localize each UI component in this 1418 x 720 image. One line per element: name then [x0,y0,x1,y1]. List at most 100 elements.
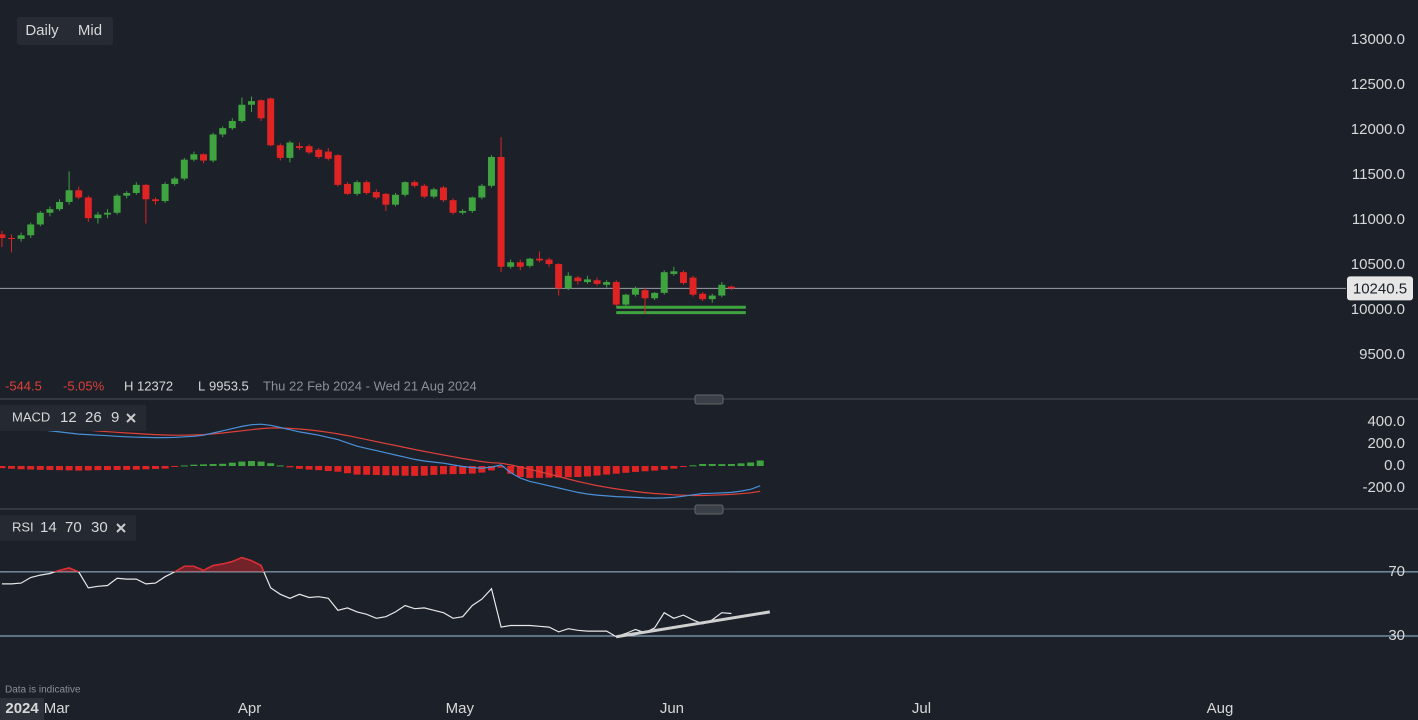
candle-body [171,178,179,184]
candle-body [583,279,591,283]
y-tick-label: 11500.0 [1352,166,1405,183]
low: 9953.5 [209,378,249,393]
histogram-bar [123,465,131,470]
histogram-bar [411,465,419,476]
candle-body [651,292,659,299]
candle-body [199,154,207,161]
candle-body [94,214,102,219]
trendline [616,610,771,639]
histogram-bar [199,464,207,466]
candle-body [123,192,131,196]
resize-handle[interactable] [694,504,724,515]
histogram-bar [353,465,361,475]
high: 12372 [137,378,173,393]
candle-body [574,277,582,282]
candle-body [324,151,332,159]
y-tick-label: 200.0 [1367,435,1405,452]
candle-body [507,262,515,267]
histogram-bar [286,465,294,468]
candle-body [430,189,438,197]
footnote: Data is indicative [5,685,81,696]
x-tick-label: Jul [912,700,931,717]
histogram-bar [507,465,515,474]
histogram-bar [305,465,313,470]
histogram-bar [334,465,342,472]
close-icon[interactable] [126,413,136,423]
histogram-bar [27,465,35,470]
candle-body [372,192,380,198]
y-tick-label: 9500.0 [1359,346,1405,363]
candle-body [516,262,524,267]
candle-body [286,142,294,158]
histogram-bar [295,465,303,469]
histogram-bar [737,463,745,466]
overbought-fill [1,557,732,572]
histogram-bar [497,465,505,468]
histogram-bar [478,465,486,473]
histogram-bar [420,465,428,476]
resize-handle[interactable] [694,394,724,405]
candle-body [247,101,255,105]
histogram-bar [708,464,716,466]
button[interactable]: Mid [78,22,102,39]
candle-body [382,193,390,205]
histogram-bar [631,465,639,472]
histogram-bar [219,463,227,466]
y-tick-label: 11000.0 [1352,211,1405,228]
candle-body [439,187,447,201]
candle-body [334,155,342,185]
y-tick-label: 10000.0 [1351,301,1405,318]
histogram-bar [401,465,409,476]
histogram-bar [94,465,102,471]
histogram-bar [430,465,438,475]
close-icon[interactable] [116,523,126,533]
y-tick-label: -200.0 [1362,479,1405,496]
low-label: L [198,378,205,393]
indicator-name: RSI [12,519,34,534]
histogram-bar [545,465,553,478]
candle-body [641,290,649,299]
y-tick-label: 400.0 [1367,413,1405,430]
histogram-bar [46,465,54,470]
y-tick-label: 0.0 [1384,457,1405,474]
histogram-bar [8,465,16,469]
indicator-label-box [0,515,136,541]
candle-body [459,210,467,213]
high-label: H [124,378,133,393]
x-tick-label: Aug [1207,700,1234,717]
candle-body [84,197,92,219]
x-tick-highlight [0,698,45,720]
candle-body [468,197,476,211]
histogram-bar [564,465,572,478]
histogram-bar [593,465,601,476]
histogram-bar [526,465,534,479]
histogram-bar [372,465,380,476]
candle-body [622,294,630,305]
candle-body [228,120,236,129]
y-tick-label: 12000.0 [1351,121,1405,138]
histogram-bar [391,465,399,476]
histogram-bar [152,465,160,469]
candle-body [161,183,169,202]
y-tick-label: 30 [1388,627,1405,644]
candle-body [209,134,217,161]
candle-body [305,146,313,153]
macd-line [1,423,761,499]
candle-body [699,293,707,300]
candle-body [708,295,716,300]
candle-body [526,258,534,266]
histogram-bar [449,465,457,475]
candle-body [564,275,572,289]
histogram-bar [555,465,563,478]
histogram-bar [382,465,390,476]
candle-body [267,98,275,146]
histogram-bar [247,461,255,466]
histogram-bar [113,465,121,470]
histogram-bar [190,464,198,466]
histogram-bar [459,465,467,475]
histogram-bar [641,465,649,472]
button[interactable]: Daily [25,22,59,39]
histogram-bar [603,465,611,475]
